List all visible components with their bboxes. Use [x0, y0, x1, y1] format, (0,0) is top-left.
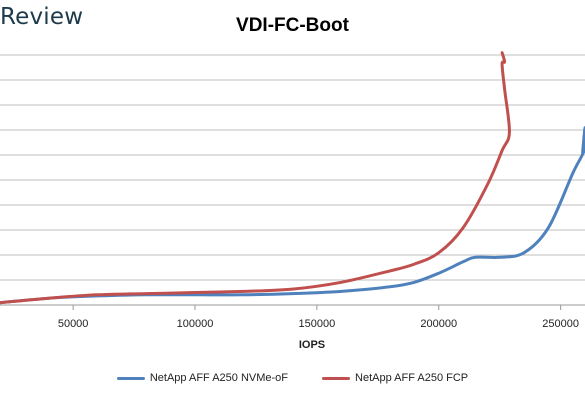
- legend-swatch-fcp: [322, 376, 351, 380]
- x-tick-label: 100000: [177, 318, 214, 330]
- series-line-nvme: [0, 126, 585, 305]
- x-axis-label: IOPS: [299, 339, 325, 351]
- legend-item-nvme: NetApp AFF A250 NVMe-oF: [116, 372, 289, 384]
- grid-lines: [0, 54, 585, 306]
- x-tick-label: 250000: [542, 318, 579, 330]
- series-layer: [0, 51, 585, 305]
- chart-title: VDI-FC-Boot: [236, 15, 349, 36]
- legend: NetApp AFF A250 NVMe-oF NetApp AFF A250 …: [0, 372, 585, 384]
- legend-label-fcp: NetApp AFF A250 FCP: [355, 372, 469, 384]
- x-tick-label: 200000: [420, 318, 457, 330]
- series-line-fcp: [0, 51, 511, 305]
- x-axis: 50000 100000 150000 200000 250000: [58, 305, 579, 330]
- x-tick-label: 50000: [58, 318, 89, 330]
- x-tick-label: 150000: [299, 318, 336, 330]
- legend-label-nvme: NetApp AFF A250 NVMe-oF: [149, 372, 289, 384]
- legend-swatch-nvme: [116, 376, 145, 380]
- brand-wordmark: Review: [0, 4, 84, 30]
- legend-item-fcp: NetApp AFF A250 FCP: [322, 372, 468, 384]
